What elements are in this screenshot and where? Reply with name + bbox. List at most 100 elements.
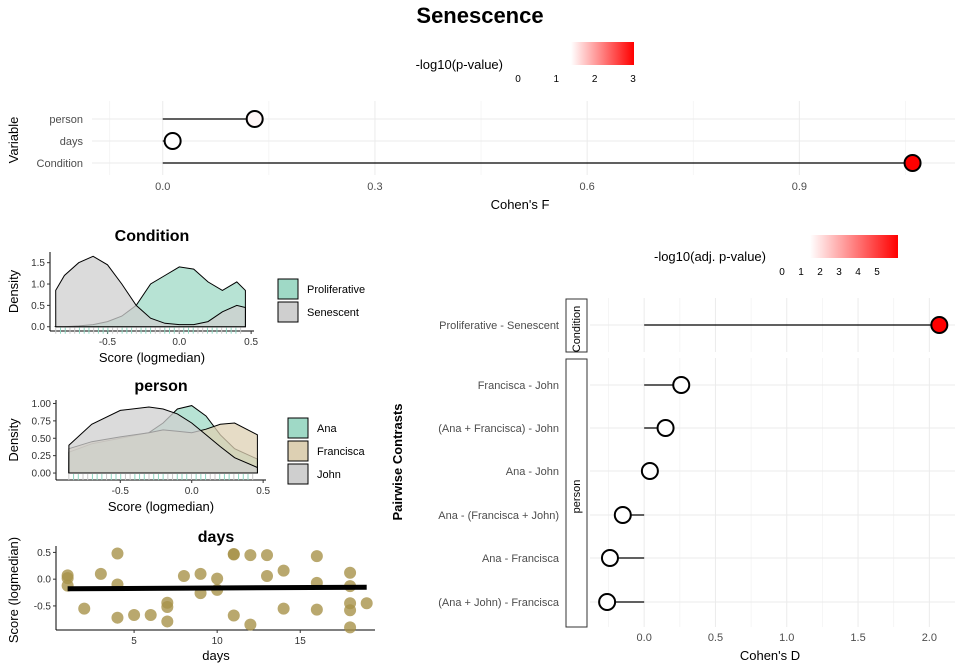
pairwise-x-axis-label: Cohen's D (740, 648, 800, 663)
days-scatter-point (194, 567, 207, 580)
days-scatter-point (244, 618, 257, 631)
pairwise-facet-label: person (571, 480, 583, 514)
density-person-legend-key-francisca (287, 440, 309, 462)
density-condition-legend-label: Senescent (307, 307, 359, 319)
pairwise-legend-tick: 0 (779, 267, 785, 278)
effect-f-y-tick-label: Condition (37, 158, 83, 170)
days-scatter-point (344, 566, 357, 579)
effect-f-x-tick-label: 0.9 (792, 181, 807, 193)
days-scatter-point (310, 550, 323, 563)
effect-f-point-person (245, 110, 264, 128)
days-y-tick-label: 0.5 (37, 548, 51, 559)
density-condition-y-tick-label: 0.5 (31, 301, 45, 312)
pairwise-point (600, 549, 619, 567)
days-scatter-point (161, 615, 174, 628)
pairwise-x-tick-label: 0.0 (637, 632, 652, 644)
days-x-tick-label: 5 (131, 636, 137, 647)
density-person-x-tick-label: -0.5 (112, 486, 130, 497)
effect-f-legend-tick: 0 (515, 74, 521, 85)
density-person-x-tick-label: 0.0 (185, 486, 199, 497)
density-person-legend-key-ana (287, 417, 309, 439)
days-scatter-point (161, 600, 174, 613)
days-scatter-point (227, 548, 240, 561)
days-title: days (198, 529, 235, 546)
pairwise-facet-strip (565, 358, 588, 628)
effect-f-legend-tick: 3 (630, 74, 636, 85)
days-scatter-point (177, 569, 190, 582)
density-condition-y-tick-label: 1.0 (31, 280, 45, 291)
pairwise-point (672, 376, 691, 394)
pairwise-point (613, 506, 632, 524)
pairwise-x-tick-label: 1.0 (779, 632, 794, 644)
days-scatter-point (310, 603, 323, 616)
pairwise-legend-title: -log10(adj. p-value) (654, 249, 766, 264)
density-person-title: person (134, 378, 187, 395)
effect-f-x-tick-label: 0.3 (367, 181, 382, 193)
density-person-area-john (68, 406, 258, 474)
days-scatter-point (94, 567, 107, 580)
days-scatter-point (360, 597, 373, 610)
pairwise-y-tick-label: Francisca - John (478, 380, 559, 392)
pairwise-legend-tick: 4 (855, 267, 861, 278)
days-x-tick-label: 10 (212, 636, 224, 647)
density-person-legend-key-john (287, 463, 309, 485)
pairwise-y-tick-label: Ana - (Francisca + John) (438, 510, 559, 522)
days-y-tick-label: -0.5 (34, 601, 52, 612)
days-scatter-point (344, 604, 357, 617)
days-scatter-point (227, 609, 240, 622)
pairwise-y-axis-label: Pairwise Contrasts (390, 403, 405, 520)
days-x-axis-label: days (202, 648, 230, 663)
pairwise-y-tick-label: (Ana + John) - Francisca (438, 597, 560, 609)
density-condition-legend-label: Proliferative (307, 284, 365, 296)
days-scatter-point (277, 564, 290, 577)
pairwise-y-tick-label: Proliferative - Senescent (439, 320, 559, 332)
effect-f-x-tick-label: 0.0 (155, 181, 170, 193)
days-y-tick-label: 0.0 (37, 575, 51, 586)
density-condition-area-senescent (55, 255, 246, 328)
effect-f-y-axis-label: Variable (6, 117, 21, 164)
effect-f-legend-colorbar (571, 42, 634, 65)
days-scatter-point (128, 609, 141, 622)
pairwise-point (656, 419, 675, 437)
density-condition-x-tick-label: -0.5 (99, 337, 117, 348)
density-person-x-tick-label: 0.5 (256, 486, 270, 497)
density-condition-legend-key-senescent (277, 301, 299, 323)
pairwise-point (640, 462, 659, 480)
density-person-y-tick-label: 0.75 (32, 416, 52, 427)
density-condition-legend-key-proliferative (277, 278, 299, 300)
effect-f-x-axis-label: Cohen's F (491, 197, 550, 212)
density-person-y-axis-label: Density (6, 418, 21, 462)
days-scatter-point (261, 549, 274, 562)
days-scatter-point (211, 572, 224, 585)
density-person-legend-label: John (317, 469, 341, 481)
pairwise-x-tick-label: 0.5 (708, 632, 723, 644)
days-fit-line (67, 584, 367, 592)
density-person-legend-label: Francisca (317, 446, 366, 458)
effect-f-y-tick-label: person (49, 114, 83, 126)
density-person-legend-label: Ana (317, 423, 337, 435)
pairwise-legend-tick: 2 (817, 267, 823, 278)
pairwise-point (930, 316, 949, 334)
pairwise-x-tick-label: 1.5 (850, 632, 865, 644)
effect-f-legend-title: -log10(p-value) (416, 57, 503, 72)
effect-f-x-tick-label: 0.6 (580, 181, 595, 193)
density-condition-x-tick-label: 0.0 (172, 337, 186, 348)
pairwise-y-tick-label: Ana - John (506, 466, 559, 478)
density-person-y-tick-label: 0.25 (32, 451, 52, 462)
days-scatter-point (261, 569, 274, 582)
pairwise-legend-tick: 5 (874, 267, 880, 278)
density-person-y-tick-label: 0.50 (32, 434, 52, 445)
days-scatter-point (78, 602, 91, 615)
density-condition-y-tick-label: 0.0 (31, 322, 45, 333)
effect-f-point-condition (903, 154, 922, 172)
days-y-axis-label: Score (logmedian) (6, 537, 21, 643)
density-person-x-axis-label: Score (logmedian) (108, 499, 214, 514)
days-scatter-point (111, 611, 124, 624)
pairwise-facet-strip (565, 298, 588, 353)
pairwise-legend-colorbar (810, 235, 898, 258)
effect-f-y-tick-label: days (60, 136, 84, 148)
pairwise-legend-tick: 3 (836, 267, 842, 278)
days-scatter-point (277, 602, 290, 615)
pairwise-y-tick-label: Ana - Francisca (482, 553, 560, 565)
